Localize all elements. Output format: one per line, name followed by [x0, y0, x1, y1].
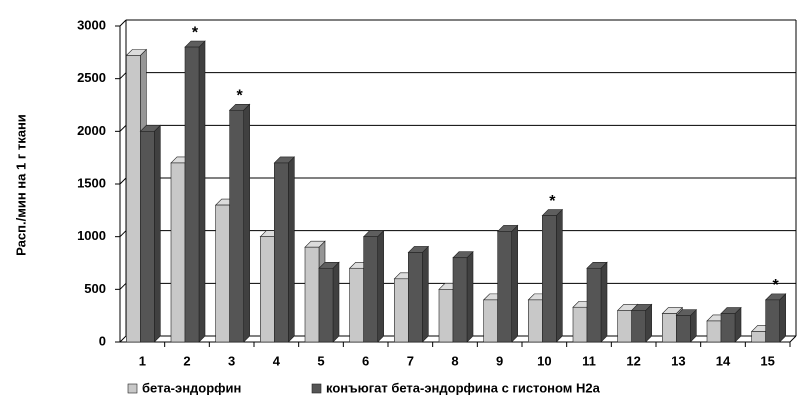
- annotation: *: [192, 24, 199, 41]
- x-tick-label: 6: [362, 353, 369, 368]
- bar-side: [332, 261, 340, 343]
- bar-side: [422, 245, 429, 343]
- x-tick-label: 8: [451, 353, 458, 368]
- bar: [483, 299, 498, 343]
- bar: [676, 315, 691, 343]
- x-tick-label: 9: [496, 353, 503, 368]
- x-tick-label: 1: [139, 353, 146, 368]
- bar: [452, 257, 468, 343]
- bar: [528, 299, 543, 343]
- bar: [751, 331, 766, 343]
- bar: [438, 289, 454, 343]
- bar-side: [556, 208, 563, 343]
- bar: [542, 215, 557, 343]
- grid-line-side: [119, 124, 127, 132]
- x-tick-label: 2: [183, 353, 190, 368]
- y-tick-label: 3000: [77, 17, 106, 32]
- legend-swatch: [127, 383, 138, 394]
- x-tick-label: 14: [716, 353, 731, 368]
- bar: [260, 236, 275, 343]
- annotation: *: [549, 193, 556, 210]
- bar-side: [198, 40, 206, 343]
- x-tick-label: 10: [537, 353, 551, 368]
- y-tick-label: 500: [84, 281, 106, 296]
- legend-label: бета-эндорфин: [142, 380, 241, 395]
- x-axis-back: [789, 335, 797, 343]
- y-tick-label: 2500: [77, 70, 106, 85]
- x-tick-label: 15: [760, 353, 774, 368]
- bar: [631, 310, 646, 343]
- bar: [394, 278, 409, 343]
- bar: [229, 109, 244, 343]
- grid-line-side: [119, 282, 127, 290]
- x-tick-label: 7: [407, 353, 414, 368]
- bar: [662, 313, 677, 343]
- x-tick-label: 5: [317, 353, 324, 368]
- annotation: *: [237, 87, 244, 104]
- bar-side: [377, 229, 384, 343]
- x-tick-label: 13: [671, 353, 685, 368]
- legend-label: конъюгат бета-эндорфина с гистоном Н2а: [326, 380, 601, 395]
- bar-side: [154, 124, 161, 343]
- x-tick-label: 4: [273, 353, 281, 368]
- bar: [304, 246, 320, 343]
- bar-side: [466, 251, 474, 343]
- bar-side: [288, 156, 295, 343]
- bar-side: [779, 293, 786, 343]
- bar: [318, 267, 334, 343]
- bar-side: [511, 224, 518, 343]
- bar: [572, 306, 588, 343]
- bar: [706, 320, 722, 343]
- bar-side: [645, 303, 652, 343]
- x-tick-label: 12: [626, 353, 640, 368]
- bar: [497, 231, 512, 343]
- bar: [363, 236, 378, 343]
- y-tick-label: 0: [99, 333, 106, 348]
- bar: [720, 313, 736, 343]
- y-axis-label: Расп./мин на 1 г ткани: [13, 114, 28, 256]
- bar: [274, 162, 289, 343]
- bar: [349, 267, 364, 343]
- bar: [140, 131, 155, 343]
- bar: [126, 55, 141, 343]
- bar: [215, 204, 230, 343]
- y-tick-label: 1000: [77, 228, 106, 243]
- bar-side: [600, 261, 608, 343]
- x-tick-label: 3: [228, 353, 235, 368]
- bar-side: [243, 103, 250, 343]
- y-tick-label: 1500: [77, 175, 106, 190]
- grid-line-side: [119, 177, 127, 185]
- grid-line-side: [119, 19, 127, 27]
- bar: [765, 299, 780, 343]
- grid-line-side: [119, 230, 127, 238]
- grid-line-side: [119, 335, 127, 343]
- bar: [408, 252, 423, 343]
- legend-swatch: [311, 383, 322, 394]
- x-tick-label: 11: [582, 353, 596, 368]
- grid-line-side: [119, 72, 127, 80]
- bar: [617, 310, 632, 343]
- annotation: *: [773, 277, 780, 294]
- bar: [170, 162, 186, 343]
- y-tick-label: 2000: [77, 123, 106, 138]
- bar: [586, 267, 602, 343]
- bar: [184, 46, 200, 343]
